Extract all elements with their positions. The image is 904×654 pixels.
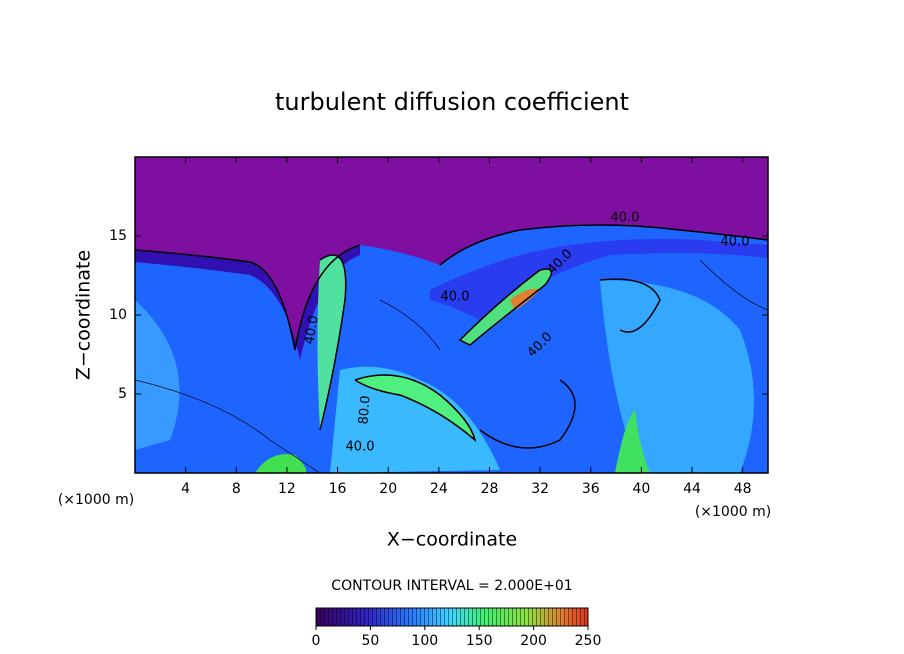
colorbar-frame xyxy=(315,607,589,627)
x-tick-label: 40 xyxy=(632,481,650,497)
x-unit-right: (×1000 m) xyxy=(695,504,771,520)
x-axis-label: X−coordinate xyxy=(387,529,517,551)
y-tick-label: 15 xyxy=(109,228,127,244)
y-tick-label: 10 xyxy=(109,307,127,323)
x-tick-label: 8 xyxy=(232,481,241,497)
y-tick-label: 5 xyxy=(118,386,127,402)
contour-label: 40.0 xyxy=(611,211,640,226)
colorbar-tick-label: 250 xyxy=(575,633,602,649)
x-tick-label: 48 xyxy=(734,481,752,497)
x-tick-label: 28 xyxy=(481,481,499,497)
contour-interval: CONTOUR INTERVAL = 2.000E+01 xyxy=(331,578,572,594)
y-axis-label: Z−coordinate xyxy=(73,250,95,380)
x-tick-label: 12 xyxy=(278,481,296,497)
contour-label: 40.0 xyxy=(441,290,470,305)
x-tick-label: 36 xyxy=(582,481,600,497)
x-tick-label: 24 xyxy=(430,481,448,497)
colorbar-tick-label: 100 xyxy=(411,633,438,649)
contour-label: 80.0 xyxy=(356,395,373,425)
x-tick-label: 4 xyxy=(181,481,190,497)
x-unit-left: (×1000 m) xyxy=(58,492,134,508)
contour-label: 40.0 xyxy=(721,235,750,250)
contour-label: 40.0 xyxy=(302,314,322,345)
contour-label: 40.0 xyxy=(346,440,375,455)
colorbar-tick-label: 0 xyxy=(312,633,321,649)
contour-field xyxy=(135,157,768,473)
colorbar-tick-label: 200 xyxy=(520,633,547,649)
x-tick-label: 20 xyxy=(379,481,397,497)
x-tick-label: 44 xyxy=(683,481,701,497)
x-tick-label: 32 xyxy=(531,481,549,497)
x-tick-label: 16 xyxy=(329,481,347,497)
chart-title: turbulent diffusion coefficient xyxy=(275,88,629,116)
colorbar-tick-label: 50 xyxy=(361,633,379,649)
colorbar-tick-label: 150 xyxy=(466,633,493,649)
